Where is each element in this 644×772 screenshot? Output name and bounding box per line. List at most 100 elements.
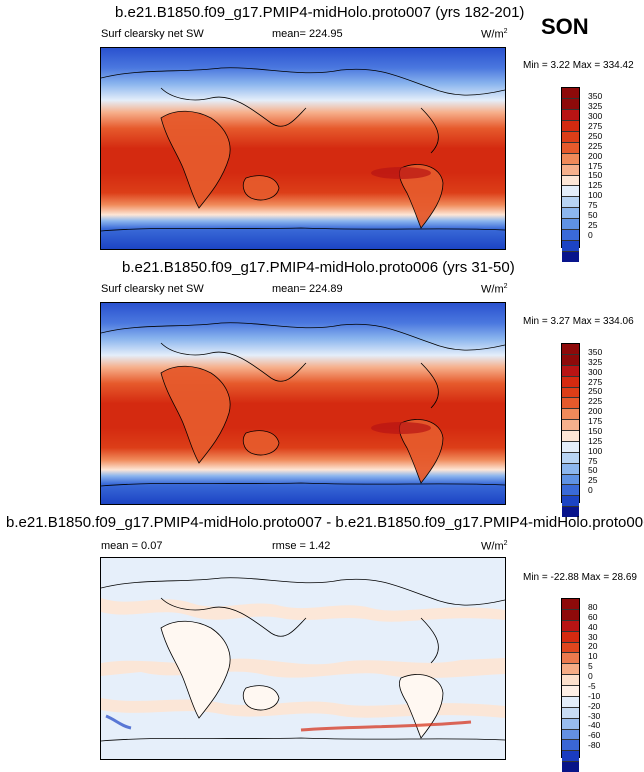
- colorbar-swatch: [562, 163, 579, 175]
- colorbar-swatch: [562, 599, 579, 609]
- colorbar-swatch: [562, 750, 579, 762]
- bottom-panel-rmse: rmse = 1.42: [272, 540, 331, 552]
- colorbar-swatch: [562, 386, 579, 398]
- colorbar-swatch: [562, 674, 579, 685]
- colorbar-tick-label: 250: [588, 130, 603, 141]
- colorbar-tick-label: 100: [588, 445, 603, 456]
- colorbar-swatch: [562, 408, 579, 420]
- middle-colorbar: [561, 343, 580, 517]
- colorbar-tick-label: 100: [588, 190, 603, 201]
- colorbar-swatch: [562, 506, 579, 517]
- colorbar-swatch: [562, 685, 579, 696]
- colorbar-tick-label: 5: [588, 661, 593, 672]
- colorbar-swatch: [562, 108, 579, 120]
- colorbar-tick-label: 10: [588, 651, 598, 662]
- colorbar-tick-label: 0: [588, 671, 593, 681]
- colorbar-swatch: [562, 451, 579, 463]
- colorbar-swatch: [562, 196, 579, 208]
- colorbar-swatch: [562, 375, 579, 387]
- colorbar-tick-label: 30: [588, 631, 598, 642]
- middle-map-field: [101, 303, 505, 504]
- bottom-panel-mean: mean = 0.07: [101, 540, 163, 552]
- colorbar-tick-label: 275: [588, 120, 603, 131]
- colorbar-swatch: [562, 484, 579, 496]
- bottom-panel-minmax: Min = -22.88 Max = 28.69: [523, 572, 637, 583]
- colorbar-tick-label: 150: [588, 425, 603, 436]
- colorbar-swatch: [562, 630, 579, 642]
- colorbar-swatch: [562, 706, 579, 718]
- top-panel-variable: Surf clearsky net SW: [101, 28, 204, 40]
- colorbar-swatch: [562, 419, 579, 430]
- colorbar-swatch: [562, 397, 579, 409]
- australia-outline: [242, 430, 280, 456]
- colorbar-swatch: [562, 473, 579, 485]
- colorbar-swatch: [562, 152, 579, 164]
- colorbar-tick-label: 325: [588, 100, 603, 111]
- middle-map: [100, 302, 506, 505]
- northern-coastline: [101, 67, 505, 96]
- north-america-coastline: [420, 107, 439, 154]
- middle-panel-mean: mean= 224.89: [272, 283, 343, 295]
- colorbar-tick-label: 20: [588, 641, 598, 652]
- colorbar-swatch: [562, 728, 579, 740]
- northern-coastline: [101, 322, 505, 351]
- top-map: [100, 47, 506, 250]
- colorbar-swatch: [562, 739, 579, 751]
- colorbar-tick-label: -40: [588, 720, 601, 731]
- colorbar-tick-label: 0: [588, 485, 593, 496]
- colorbar-swatch: [562, 652, 579, 664]
- colorbar-swatch: [562, 462, 579, 474]
- colorbar-tick-label: -10: [588, 690, 601, 701]
- australia-outline: [242, 175, 280, 201]
- colorbar-tick-label: 175: [588, 416, 603, 426]
- colorbar-tick-label: -20: [588, 700, 601, 711]
- colorbar-tick-label: 25: [588, 475, 598, 486]
- colorbar-tick-label: 50: [588, 210, 598, 221]
- bottom-map-field: [101, 558, 505, 759]
- colorbar-tick-label: 80: [588, 601, 598, 612]
- colorbar-tick-label: 50: [588, 465, 598, 476]
- colorbar-tick-label: 60: [588, 611, 598, 622]
- bottom-colorbar: [561, 598, 580, 772]
- colorbar-swatch: [562, 218, 579, 230]
- colorbar-swatch: [562, 207, 579, 219]
- colorbar-tick-label: 125: [588, 180, 603, 191]
- colorbar-swatch: [562, 495, 579, 507]
- eurasia-coastline: [160, 342, 307, 382]
- colorbar-swatch: [562, 663, 579, 675]
- colorbar-tick-label: 300: [588, 366, 603, 377]
- colorbar-swatch: [562, 141, 579, 153]
- colorbar-swatch: [562, 119, 579, 131]
- colorbar-tick-label: 25: [588, 220, 598, 231]
- africa-outline: [160, 110, 231, 209]
- top-panel-minmax: Min = 3.22 Max = 334.42: [523, 60, 634, 71]
- antarctica-coastline: [101, 482, 505, 487]
- colorbar-tick-label: 350: [588, 346, 603, 357]
- colorbar-swatch: [562, 353, 579, 365]
- colorbar-tick-label: 275: [588, 376, 603, 387]
- colorbar-swatch: [562, 364, 579, 376]
- colorbar-swatch: [562, 619, 579, 631]
- colorbar-tick-label: -60: [588, 730, 601, 741]
- season-label: SON: [541, 14, 589, 39]
- north-america-coastline: [420, 362, 439, 409]
- colorbar-swatch: [562, 185, 579, 197]
- colorbar-tick-label: -80: [588, 740, 601, 751]
- bottom-map: [100, 557, 506, 760]
- colorbar-tick-label: 75: [588, 200, 598, 211]
- africa-outline: [160, 365, 231, 464]
- colorbar-tick-label: 225: [588, 140, 603, 151]
- colorbar-tick-label: 200: [588, 150, 603, 161]
- bottom-panel-unit: W/m2: [481, 540, 508, 553]
- colorbar-tick-label: 250: [588, 386, 603, 397]
- colorbar-swatch: [562, 251, 579, 262]
- colorbar-tick-label: -5: [588, 680, 596, 691]
- colorbar-tick-label: 40: [588, 621, 598, 632]
- colorbar-swatch: [562, 97, 579, 109]
- top-panel-mean: mean= 224.95: [272, 28, 343, 40]
- colorbar-swatch: [562, 641, 579, 653]
- colorbar-swatch: [562, 608, 579, 620]
- colorbar-swatch: [562, 695, 579, 707]
- colorbar-swatch: [562, 130, 579, 142]
- bottom-panel-title: b.e21.B1850.f09_g17.PMIP4-midHolo.proto0…: [6, 514, 644, 531]
